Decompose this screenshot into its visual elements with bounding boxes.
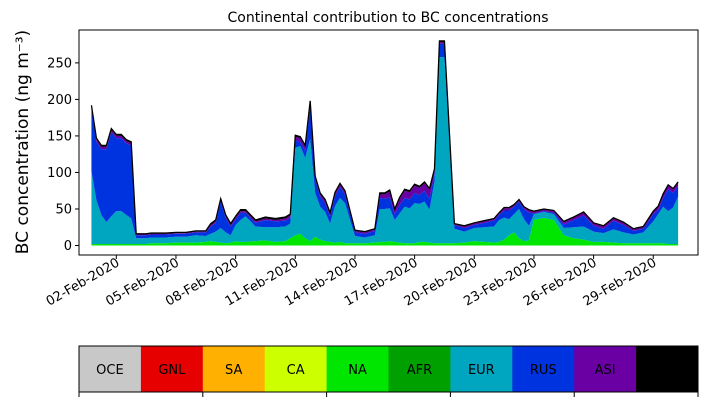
y-axis-label: BC concentration (ng m⁻³) — [13, 30, 33, 254]
legend-frame — [78, 345, 699, 393]
y-tick-label: 50 — [55, 202, 72, 217]
plot-frame — [78, 29, 699, 256]
legend-swatch-aus — [636, 346, 699, 392]
total-outline — [90, 40, 679, 235]
legend-swatch-na — [326, 346, 389, 392]
y-tick-label: 100 — [47, 166, 72, 181]
legend-swatch-asi — [574, 346, 637, 392]
legend-label-eur: EUR — [468, 363, 495, 378]
legend-swatch-ca — [264, 346, 328, 392]
area-rus — [91, 43, 679, 239]
legend-label-rus: RUS — [530, 363, 557, 378]
region-colorbar-legend: OCE GNL SA CA NA AFR EUR RUS ASI AUS — [78, 345, 699, 397]
area-eur — [91, 57, 679, 245]
plot-area: 05010015020025002-Feb-202005-Feb-202008-… — [44, 29, 699, 309]
area-na — [91, 217, 679, 246]
legend-label-afr: AFR — [407, 363, 432, 378]
legend-swatch-sa — [202, 346, 266, 392]
legend-swatch-gnl — [140, 346, 204, 392]
y-tick-label: 200 — [47, 93, 72, 108]
y-tick-label: 250 — [47, 56, 72, 71]
legend-label-ca: CA — [287, 363, 305, 378]
legend-label-asi: ASI — [595, 363, 616, 378]
legend-label-gnl: GNL — [158, 363, 186, 378]
legend-label-sa: SA — [225, 363, 242, 378]
legend-swatch-oce — [79, 346, 142, 392]
legend-label-oce: OCE — [96, 363, 124, 378]
legend-swatch-afr — [388, 346, 451, 392]
legend-swatch-eur — [450, 346, 513, 392]
y-tick-label: 0 — [64, 239, 72, 254]
legend-label-na: NA — [348, 363, 367, 378]
y-tick-label: 150 — [47, 129, 72, 144]
legend-swatch-rus — [512, 346, 575, 392]
legend-label-aus: AUS — [654, 363, 681, 378]
stacked-area-layers — [90, 40, 679, 246]
area-asi — [91, 42, 679, 236]
chart-title: Continental contribution to BC concentra… — [227, 10, 548, 26]
